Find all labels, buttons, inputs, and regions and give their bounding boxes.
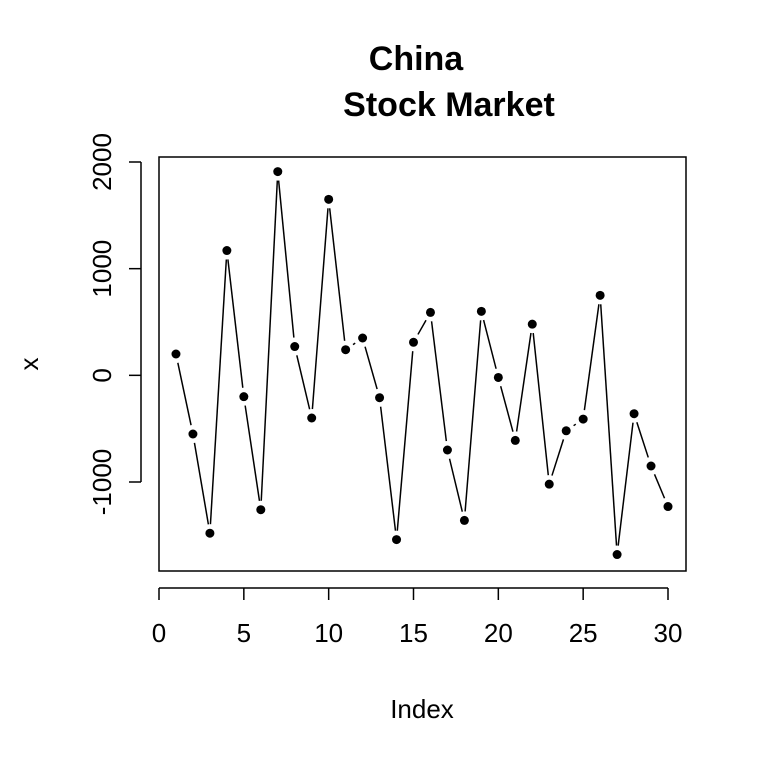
series-segment [352, 342, 356, 346]
y-axis: -1000 0 1000 2000 [87, 133, 142, 516]
x-axis: 0 5 10 15 20 25 30 [152, 587, 683, 648]
data-point [578, 414, 588, 424]
series-segment [430, 321, 448, 442]
series-segment [296, 355, 311, 410]
data-point [459, 515, 469, 525]
series-segment [551, 439, 565, 476]
series-segment [227, 259, 244, 388]
data-point [290, 342, 300, 352]
data-point [222, 246, 232, 256]
chart-title-line-1: China [369, 40, 465, 78]
x-tick-label: 15 [399, 618, 428, 648]
series-segment [464, 320, 482, 512]
data-point [375, 393, 385, 403]
series-segment [244, 405, 261, 501]
series-segment [599, 304, 618, 546]
data-point [358, 333, 368, 343]
chart-title-line-2: Stock Market [343, 86, 555, 124]
x-tick-label: 25 [569, 618, 598, 648]
data-point [646, 461, 656, 471]
data-point [171, 349, 181, 359]
series-segment [277, 180, 295, 338]
series-segment [328, 208, 346, 341]
series-segment [417, 319, 427, 335]
y-tick-label: 1000 [87, 240, 117, 298]
data-point [527, 319, 537, 329]
data-point [324, 194, 334, 204]
y-tick-label: 2000 [87, 133, 117, 191]
data-point [476, 306, 486, 316]
data-point [442, 445, 452, 455]
data-series [171, 167, 673, 560]
data-point [392, 535, 402, 545]
data-point [629, 409, 639, 419]
data-point [561, 426, 571, 436]
data-point [205, 528, 215, 538]
data-point [663, 502, 673, 512]
series-segment [396, 351, 414, 531]
data-point [544, 479, 554, 489]
data-point [273, 167, 283, 177]
x-tick-label: 10 [314, 618, 343, 648]
data-point [256, 505, 266, 515]
series-segment [448, 458, 464, 512]
series-segment [499, 385, 514, 432]
series-segment [515, 332, 532, 432]
data-point [425, 307, 435, 317]
series-segment [573, 423, 577, 427]
y-axis-label: x [14, 358, 44, 371]
data-point [493, 372, 503, 382]
series-segment [636, 422, 649, 458]
x-tick-label: 20 [484, 618, 513, 648]
x-tick-label: 5 [237, 618, 251, 648]
data-point [341, 345, 351, 355]
series-segment [482, 319, 497, 369]
plot-frame [158, 156, 687, 572]
x-tick-label: 0 [152, 618, 166, 648]
series-segment [617, 422, 634, 546]
y-tick-label: -1000 [87, 449, 117, 516]
data-point [307, 413, 317, 423]
series-segment [364, 346, 378, 390]
series-segment [177, 362, 192, 426]
y-tick-label: 0 [87, 368, 117, 382]
data-point [612, 550, 622, 560]
series-segment [311, 208, 329, 410]
series-segment [583, 304, 600, 411]
series-segment [260, 180, 279, 501]
data-point [595, 290, 605, 300]
series-segment [209, 259, 228, 525]
series-segment [532, 333, 550, 476]
data-point [409, 337, 418, 347]
data-point [510, 435, 520, 445]
x-axis-label: Index [390, 694, 454, 724]
data-point [239, 392, 249, 402]
series-segment [653, 474, 666, 499]
data-point [188, 429, 198, 439]
series-segment [379, 406, 397, 531]
series-segment [193, 442, 210, 525]
x-tick-label: 30 [654, 618, 683, 648]
